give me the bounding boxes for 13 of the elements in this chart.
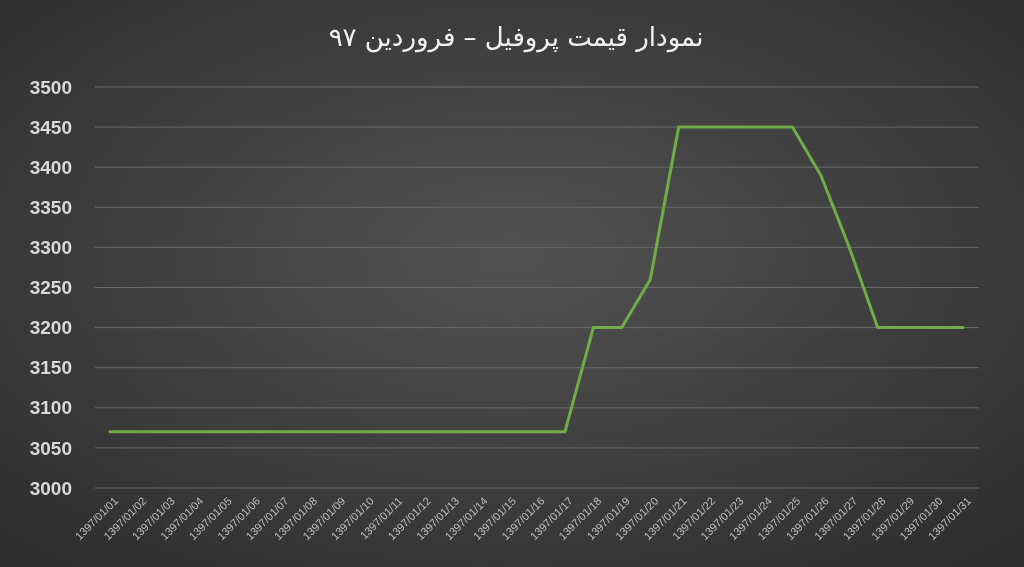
line-series <box>108 125 965 434</box>
y-tick-label: 3500 <box>29 76 72 98</box>
y-tick-label: 3050 <box>29 437 72 459</box>
y-tick-label: 3200 <box>29 317 72 339</box>
y-tick-label: 3100 <box>29 397 72 419</box>
y-tick-label: 3350 <box>29 196 72 218</box>
y-tick-label: 3150 <box>29 357 72 379</box>
y-tick-label: 3300 <box>29 237 72 259</box>
y-tick-label: 3000 <box>29 477 72 499</box>
y-tick-label: 3250 <box>29 277 72 299</box>
y-tick-label: 3450 <box>29 116 72 138</box>
chart-title: نمودار قیمت پروفیل – فروردین ۹۷ <box>328 22 704 53</box>
y-tick-label: 3400 <box>29 156 72 178</box>
